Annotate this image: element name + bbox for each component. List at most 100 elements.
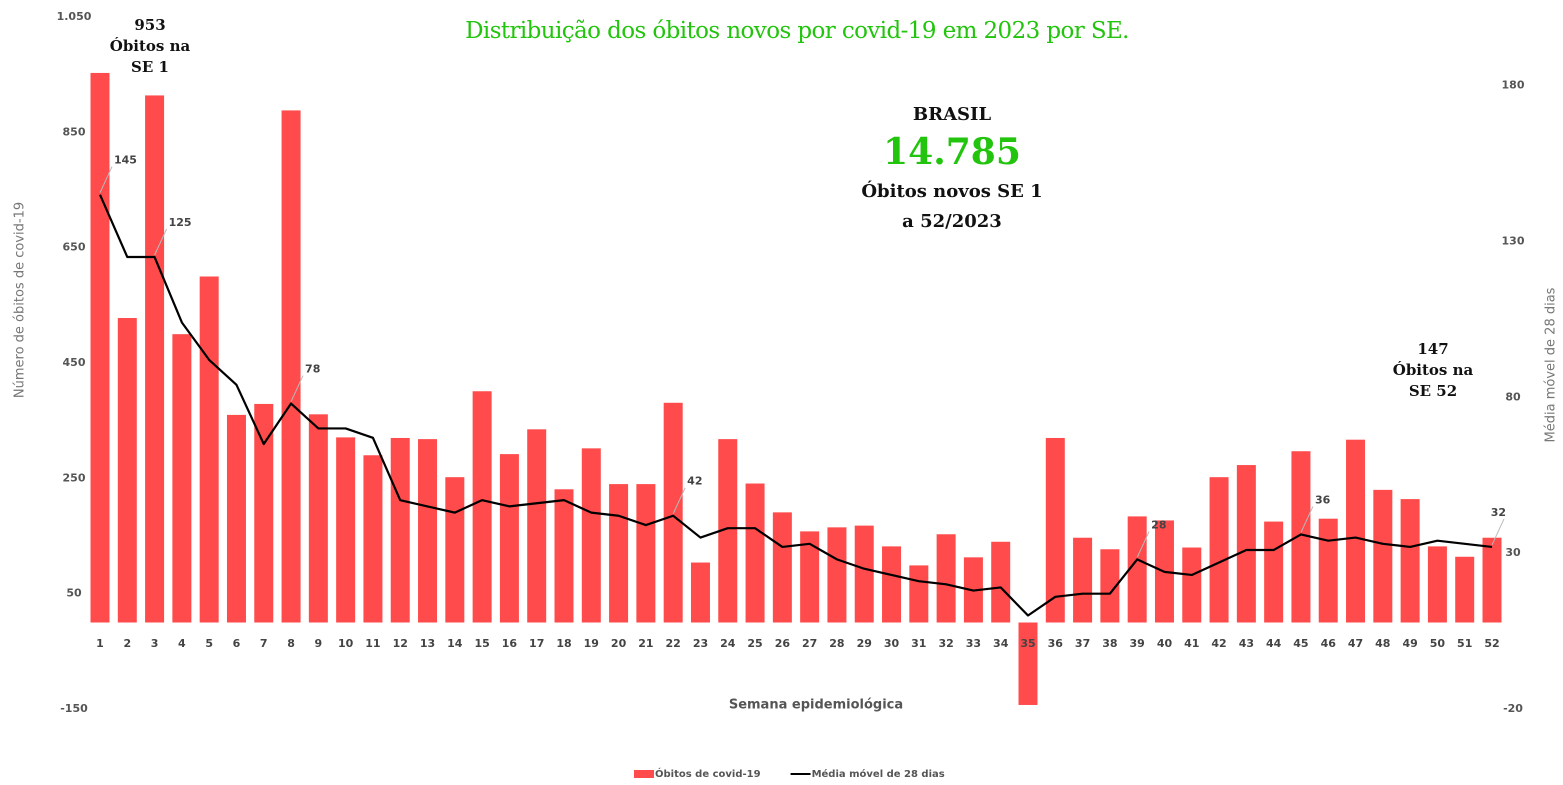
line	[98, 194, 1493, 617]
x-tick-label: 12	[393, 637, 408, 650]
x-tick-label: 48	[1375, 637, 1390, 650]
x-tick-label: 15	[474, 637, 489, 650]
x-tick-label: 50	[1430, 637, 1446, 650]
bar	[1073, 537, 1093, 623]
x-tick-label: 32	[938, 637, 953, 650]
x-tick-label: 7	[260, 637, 268, 650]
x-tick-label: 8	[287, 637, 295, 650]
x-tick-label: 2	[123, 637, 131, 650]
y2-tick-label: -20	[1503, 702, 1523, 715]
x-tick-label: 44	[1266, 637, 1282, 650]
x-tick-label: 19	[584, 637, 599, 650]
bar	[254, 403, 274, 623]
x-tick-label: 25	[747, 637, 762, 650]
chart-title: Distribuição dos óbitos novos por covid-…	[465, 18, 1129, 44]
bar	[991, 541, 1011, 623]
x-tick-label: 33	[966, 637, 981, 650]
y2-tick-label: 130	[1502, 234, 1525, 247]
x-tick-label: 5	[205, 637, 213, 650]
y2-tick-label: 80	[1505, 390, 1521, 403]
annotation: Óbitos na	[1393, 361, 1474, 379]
x-tick-label: 31	[911, 637, 926, 650]
bar	[336, 437, 356, 623]
annotation: 953	[134, 16, 165, 34]
bar	[172, 334, 192, 623]
bar	[1100, 549, 1120, 623]
annotation: BRASIL	[913, 104, 992, 125]
bar	[527, 429, 547, 623]
label-leader	[1491, 518, 1505, 546]
y-tick-label: 450	[63, 356, 86, 369]
bar	[145, 95, 165, 623]
x-tick-label: 9	[315, 637, 323, 650]
bar	[1291, 451, 1311, 623]
label-leader	[290, 375, 304, 402]
x-tick-label: 39	[1130, 637, 1145, 650]
bar	[390, 437, 410, 623]
data-label: 78	[305, 363, 320, 376]
x-tick-label: 49	[1402, 637, 1417, 650]
bar	[1318, 518, 1338, 623]
data-label: 145	[114, 154, 137, 167]
x-tick-label: 20	[611, 637, 627, 650]
x-tick-label: 46	[1321, 637, 1337, 650]
data-label: 125	[169, 216, 192, 229]
bar	[581, 448, 601, 623]
bar	[1455, 556, 1475, 623]
x-tick-label: 3	[151, 637, 159, 650]
bar	[800, 531, 820, 623]
bar	[827, 527, 847, 623]
x-tick-label: 26	[775, 637, 791, 650]
bar	[445, 477, 465, 623]
annotation: SE 1	[131, 58, 169, 76]
x-tick-label: 23	[693, 637, 708, 650]
y-tick-label: 50	[66, 587, 82, 600]
x-tick-label: 11	[365, 637, 380, 650]
bar	[909, 565, 929, 623]
bar	[1400, 499, 1420, 623]
x-tick-label: 40	[1157, 637, 1173, 650]
label-leader	[1300, 506, 1314, 533]
label-leader	[154, 228, 168, 256]
y-tick-label: 650	[63, 241, 86, 254]
x-tick-label: 13	[420, 637, 435, 650]
x-tick-label: 22	[666, 637, 681, 650]
bar	[1482, 537, 1502, 623]
annotation: SE 52	[1409, 382, 1457, 400]
y-tick-label: 1.050	[57, 10, 92, 23]
x-tick-label: 47	[1348, 637, 1363, 650]
bar	[308, 414, 328, 623]
x-tick-label: 34	[993, 637, 1009, 650]
x-tick-label: 14	[447, 637, 463, 650]
y-tick-label: 850	[63, 125, 86, 138]
legend-swatch	[634, 770, 654, 778]
bar	[690, 562, 710, 623]
y-tick-label: -150	[60, 702, 88, 715]
bar	[117, 318, 137, 623]
bar	[1209, 477, 1229, 623]
bar	[718, 439, 738, 623]
x-tick-label: 4	[178, 637, 186, 650]
bar	[882, 546, 902, 623]
y2-tick-label: 30	[1505, 546, 1521, 559]
bar	[1127, 516, 1147, 623]
x-tick-label: 16	[502, 637, 518, 650]
x-tick-label: 45	[1293, 637, 1308, 650]
bar	[1346, 439, 1366, 623]
x-tick-label: 35	[1020, 637, 1035, 650]
bar	[554, 489, 574, 623]
bar	[854, 525, 874, 623]
x-tick-label: 17	[529, 637, 544, 650]
x-tick-label: 24	[720, 637, 736, 650]
x-tick-label: 27	[802, 637, 817, 650]
bar	[1018, 622, 1038, 705]
annotation: Óbitos novos SE 1	[861, 179, 1042, 202]
x-tick-label: 41	[1184, 637, 1199, 650]
x-tick-label: 51	[1457, 637, 1472, 650]
bar	[1236, 465, 1256, 623]
data-label: 28	[1151, 518, 1166, 531]
bar	[199, 276, 219, 623]
x-tick-label: 38	[1102, 637, 1117, 650]
data-label: 36	[1315, 493, 1331, 506]
legend-label: Óbitos de covid-19	[655, 767, 761, 780]
